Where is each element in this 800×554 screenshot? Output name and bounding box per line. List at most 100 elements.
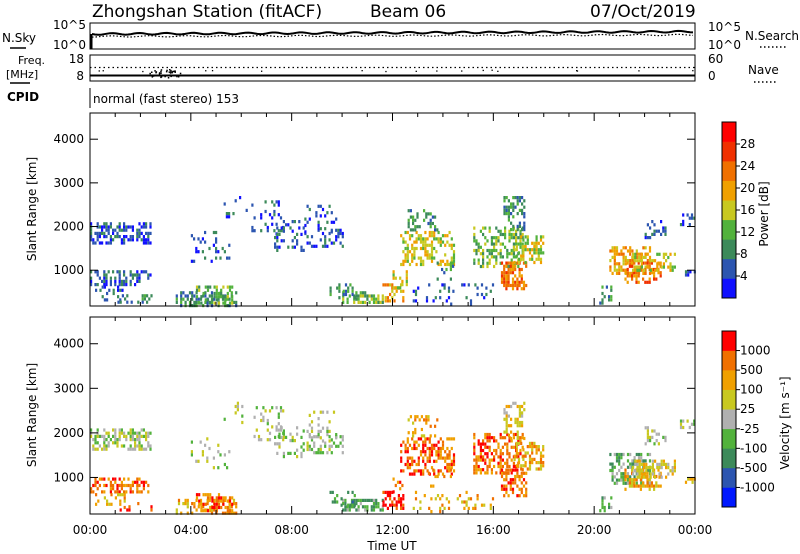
velocity-cell: [393, 503, 396, 507]
power-cell: [228, 301, 232, 305]
power-cell: [609, 249, 612, 253]
velocity-cell: [601, 496, 604, 500]
velocity-cell: [384, 490, 387, 494]
power-cell: [106, 291, 109, 296]
power-cell: [642, 271, 645, 275]
velocity-cell: [646, 432, 649, 436]
velocity-cell: [626, 478, 630, 482]
velocity-cell: [417, 462, 420, 467]
velocity-cell: [505, 487, 508, 491]
power-cell: [500, 280, 504, 284]
velocity-cell: [116, 487, 119, 491]
power-cell: [232, 212, 235, 216]
power-cell: [512, 252, 515, 256]
velocity-cell: [522, 454, 525, 458]
velocity-cell: [289, 451, 292, 455]
velocity-cell: [441, 440, 445, 444]
velocity-cell: [222, 502, 225, 506]
power-cell: [147, 235, 150, 239]
velocity-cell: [226, 466, 229, 470]
power-cell: [351, 289, 354, 293]
velocity-cell: [535, 467, 538, 471]
velocity-cell: [473, 445, 476, 449]
velocity-cell: [441, 494, 444, 498]
velocity-cell: [473, 468, 476, 472]
velocity-cell: [493, 436, 496, 440]
power-cell: [537, 251, 540, 255]
velocity-cell: [441, 443, 445, 447]
power-cell: [112, 270, 115, 274]
power-cell: [302, 248, 305, 252]
power-cell: [430, 250, 434, 254]
power-cell: [488, 261, 491, 265]
power-cell: [406, 246, 409, 251]
power-cell: [659, 274, 662, 278]
velocity-cell: [120, 483, 123, 488]
power-cell: [404, 256, 407, 260]
power-cell: [611, 249, 614, 253]
power-cell: [349, 283, 352, 287]
power-cell: [516, 196, 519, 200]
velocity-cell: [504, 436, 507, 440]
velocity-cell: [486, 436, 489, 440]
velocity-cell: [415, 469, 418, 473]
velocity-cell: [125, 490, 128, 494]
power-cell: [649, 259, 652, 263]
velocity-cell: [138, 441, 141, 445]
power-cell: [503, 267, 506, 272]
velocity-cell: [402, 497, 405, 501]
velocity-cell: [425, 418, 428, 422]
power-cell: [512, 242, 515, 246]
velocity-cell: [505, 430, 508, 434]
velocity-cell: [636, 466, 639, 470]
velocity-cell: [389, 497, 392, 501]
power-cell: [224, 300, 227, 304]
power-cell: [109, 279, 112, 283]
power-cell: [200, 301, 203, 305]
velocity-cell: [123, 434, 126, 438]
power-cell: [234, 199, 237, 203]
power-cell: [392, 273, 395, 277]
power-cell: [105, 276, 108, 280]
power-cell: [644, 261, 647, 265]
velocity-cell: [655, 481, 658, 485]
velocity-cell: [347, 503, 350, 507]
power-cell: [344, 289, 348, 293]
velocity-cell: [439, 437, 442, 441]
velocity-cell: [620, 478, 623, 482]
velocity-cell: [631, 462, 634, 466]
velocity-cell: [511, 487, 515, 491]
power-cell: [505, 280, 508, 284]
velocity-cell: [142, 483, 145, 488]
power-cell: [413, 250, 416, 254]
velocity-cell: [479, 471, 482, 475]
velocity-cell: [501, 464, 504, 469]
power-cell: [291, 245, 294, 249]
power-cell: [449, 267, 452, 272]
velocity-cell: [648, 484, 651, 488]
power-cell: [96, 235, 99, 239]
velocity-cell: [535, 451, 538, 455]
power-cell: [224, 298, 227, 302]
power-cell: [400, 283, 403, 287]
velocity-cell: [518, 487, 521, 491]
velocity-cell: [651, 435, 654, 439]
velocity-cell: [528, 441, 532, 445]
velocity-cell: [633, 475, 636, 479]
power-cell: [441, 283, 444, 287]
velocity-cell: [503, 430, 506, 434]
power-cbar-tick-label: 20: [740, 181, 755, 195]
velocity-cell: [212, 466, 215, 470]
velocity-cell: [341, 438, 344, 442]
velocity-cell: [306, 441, 309, 445]
power-cell: [419, 262, 423, 267]
velocity-cell: [428, 506, 431, 510]
power-cell: [264, 222, 267, 226]
velocity-cell: [601, 499, 604, 503]
power-cell: [482, 226, 485, 230]
power-cell: [430, 243, 434, 247]
velocity-cell: [658, 475, 661, 479]
power-cell: [484, 242, 487, 246]
power-cell: [280, 239, 283, 243]
velocity-cell: [514, 474, 517, 479]
